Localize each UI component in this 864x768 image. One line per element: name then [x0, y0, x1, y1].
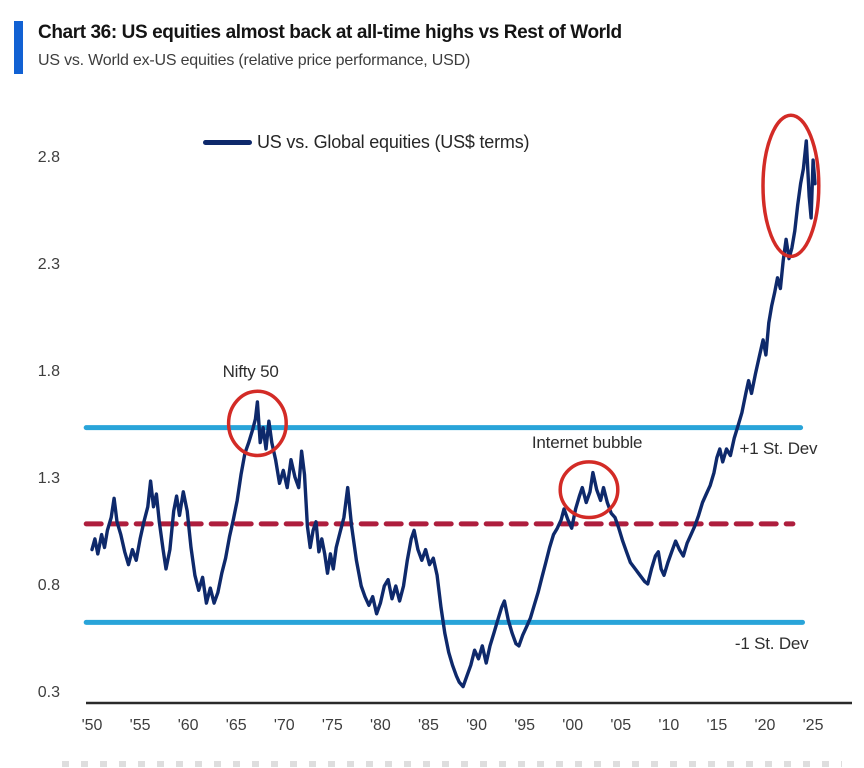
legend: US vs. Global equities (US$ terms): [203, 132, 529, 153]
annotation-circle-recent-peak: [761, 113, 821, 259]
legend-line-swatch: [203, 140, 252, 145]
chart-subtitle: US vs. World ex-US equities (relative pr…: [38, 52, 471, 69]
annotation-circle-internet-bubble: [558, 460, 620, 520]
annotation-circle-nifty50: [226, 389, 288, 458]
title-accent-bar: [14, 21, 23, 74]
cropped-source-text-fragment: [62, 761, 842, 767]
chart-title: Chart 36: US equities almost back at all…: [38, 22, 622, 43]
legend-label: US vs. Global equities (US$ terms): [257, 132, 530, 152]
series-line: [90, 139, 817, 689]
